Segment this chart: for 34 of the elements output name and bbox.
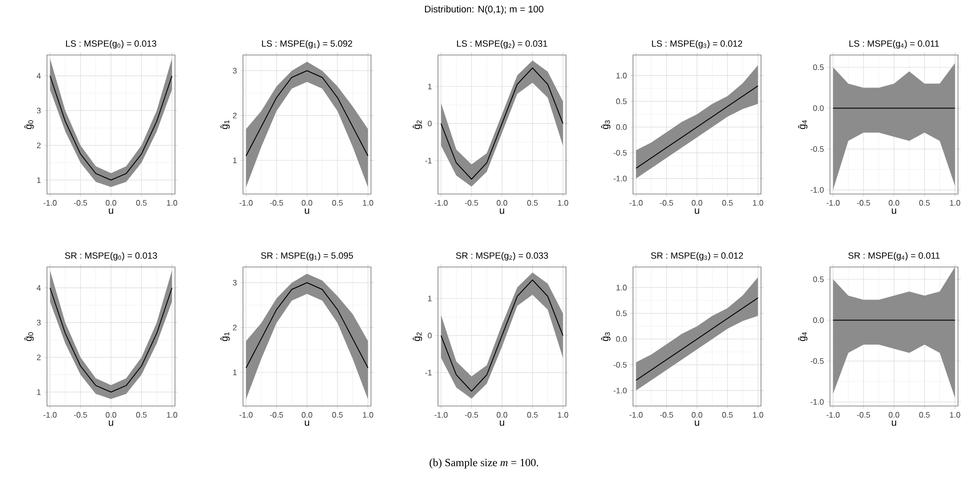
y-axis-title: ĝ$_{4}$ <box>798 120 808 130</box>
x-axis-title: u <box>500 420 504 426</box>
x-axis-title: u <box>892 208 896 214</box>
x-axis-title: u <box>108 420 114 426</box>
chart-title: LS : MSPE(g$_{0}$) = 0.013 <box>66 40 156 48</box>
y-axis-title: ĝ$_{1}$ <box>220 120 230 130</box>
y-axis-title: ĝ$_{1}$ <box>220 332 230 342</box>
x-axis-title: u <box>108 208 114 214</box>
chart-title: LS : MSPE(g$_{3}$) = 0.012 <box>652 40 742 48</box>
y-axis-title: ĝ$_{0}$ <box>24 332 34 342</box>
text: Distribution: N(0,1); m = 100 <box>425 6 544 14</box>
y-axis-title: ĝ$_{4}$ <box>798 332 808 342</box>
chart-title: SR : MSPE(g$_{3}$) = 0.012 <box>651 252 743 260</box>
y-axis-title: ĝ$_{2}$ <box>412 120 422 130</box>
chart-title: SR : MSPE(g$_{4}$) = 0.011 <box>848 252 940 260</box>
x-axis-title: u <box>892 420 896 426</box>
y-axis-title: ĝ$_{2}$ <box>412 332 422 342</box>
text: (b) Sample size m = 100. <box>430 458 538 468</box>
line-series <box>50 75 172 181</box>
line-series <box>50 287 172 393</box>
chart-title: SR : MSPE(g$_{0}$) = 0.013 <box>65 252 157 260</box>
chart-title: LS : MSPE(g$_{4}$) = 0.011 <box>849 40 939 48</box>
chart-title: SR : MSPE(g$_{2}$) = 0.033 <box>456 252 548 260</box>
chart-title: LS : MSPE(g$_{1}$) = 5.092 <box>262 40 352 48</box>
x-axis-title: u <box>500 208 504 214</box>
x-axis-title: u <box>304 420 310 426</box>
chart-title: LS : MSPE(g$_{2}$) = 0.031 <box>457 40 548 48</box>
x-axis-title: u <box>694 208 700 214</box>
y-axis-title: ĝ$_{3}$ <box>601 120 610 130</box>
y-axis-title: ĝ$_{3}$ <box>601 332 610 342</box>
chart-title: SR : MSPE(g$_{1}$) = 5.095 <box>261 252 354 260</box>
y-axis-title: ĝ$_{0}$ <box>24 120 34 130</box>
x-axis-title: u <box>694 420 700 426</box>
x-axis-title: u <box>304 208 310 214</box>
